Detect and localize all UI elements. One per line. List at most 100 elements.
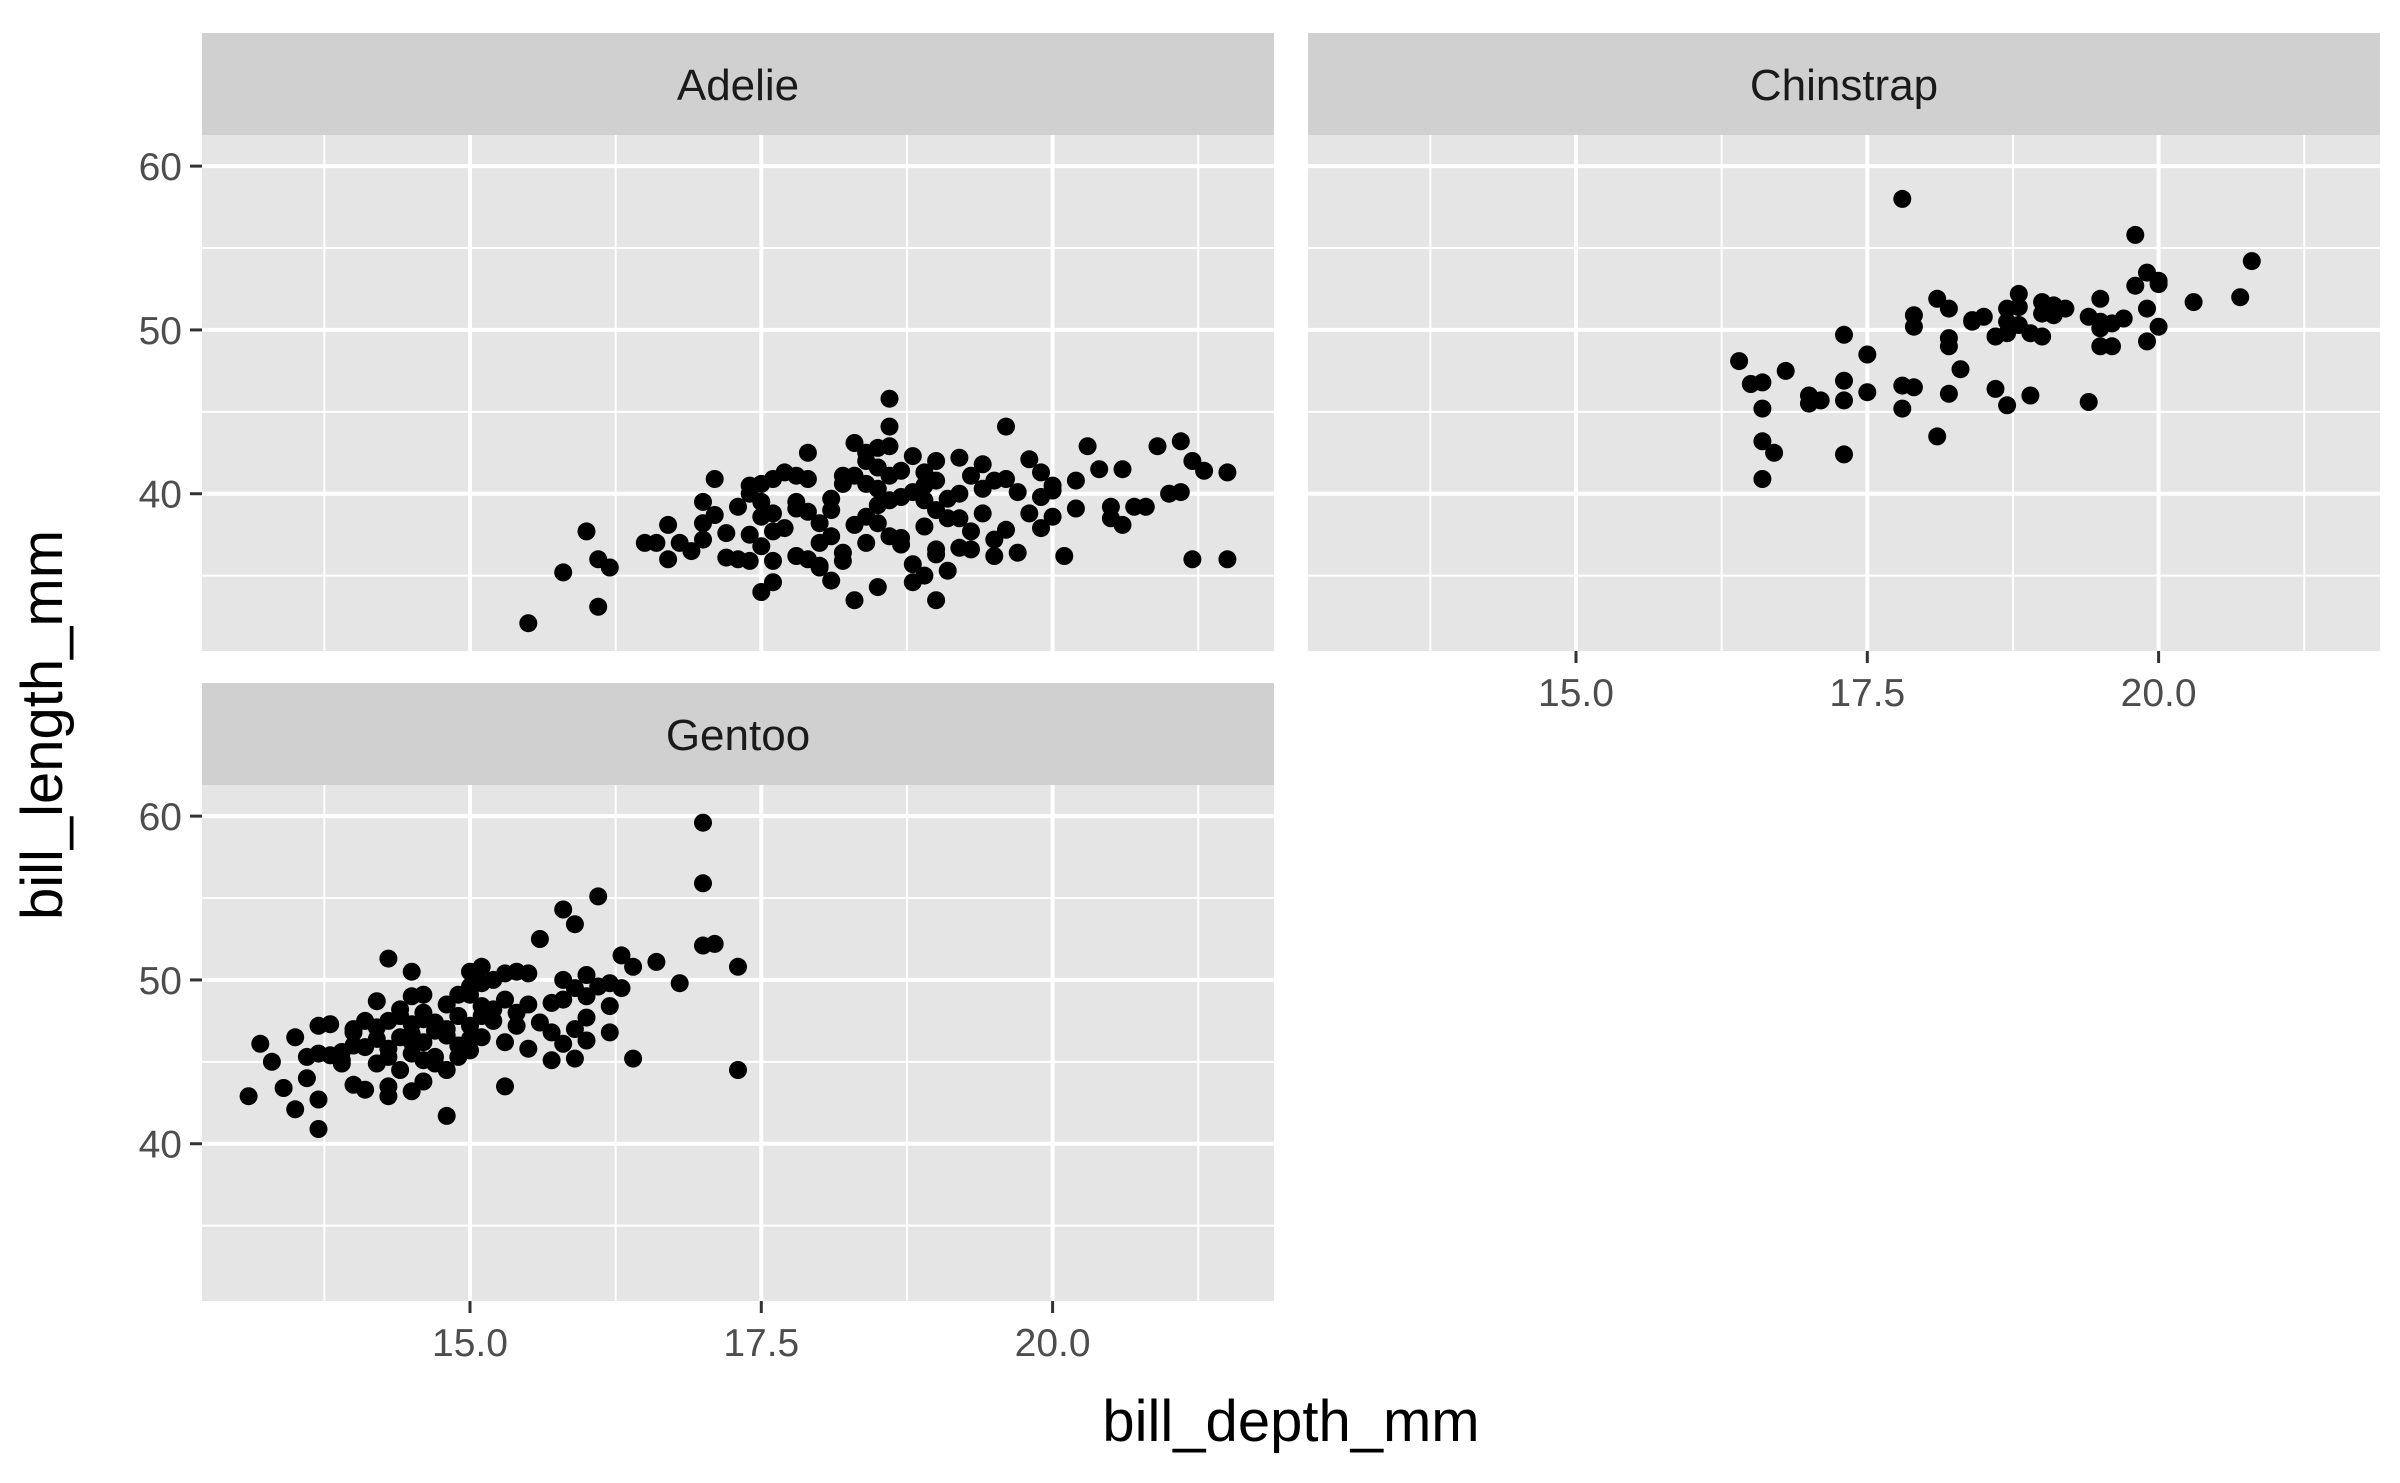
data-point-gentoo (309, 1120, 328, 1138)
data-point-gentoo (729, 1061, 747, 1079)
data-point-chinstrap (1800, 386, 1818, 405)
data-point-chinstrap (1753, 399, 1772, 418)
data-point-adelie (833, 551, 852, 570)
data-point-chinstrap (2021, 386, 2040, 405)
data-point-chinstrap (1765, 443, 1784, 462)
data-point-adelie (1148, 437, 1167, 456)
data-point-gentoo (624, 1049, 643, 1068)
data-point-chinstrap (1986, 379, 2005, 398)
data-point-adelie (810, 556, 829, 575)
data-point-gentoo (391, 1007, 410, 1025)
data-point-adelie (833, 474, 852, 493)
data-point-gentoo (647, 952, 666, 971)
y-tick-label: 50 (139, 310, 182, 353)
data-point-gentoo (274, 1079, 293, 1097)
data-point-chinstrap (1753, 470, 1772, 488)
data-point-chinstrap (2114, 309, 2133, 328)
y-axis-title: bill_length_mm (10, 530, 75, 920)
data-point-adelie (1008, 483, 1027, 502)
data-point-gentoo (530, 930, 549, 948)
data-point-gentoo (309, 1090, 328, 1109)
data-point-chinstrap (2009, 298, 2028, 316)
data-point-gentoo (402, 962, 421, 981)
data-point-chinstrap (2242, 252, 2261, 271)
data-point-gentoo (402, 1025, 421, 1043)
data-point-adelie (927, 591, 946, 610)
panel-gentoo: Gentoo (202, 683, 1274, 1301)
data-point-chinstrap (1939, 384, 1958, 403)
data-point-gentoo (449, 1036, 468, 1055)
panel-adelie: Adelie (202, 33, 1274, 651)
data-point-adelie (915, 491, 934, 510)
data-point-chinstrap (2056, 299, 2075, 318)
data-point-adelie (764, 504, 782, 523)
data-point-gentoo (600, 997, 619, 1016)
data-point-adelie (729, 497, 747, 516)
data-point-gentoo (321, 1015, 340, 1034)
data-point-adelie (717, 524, 736, 543)
data-point-adelie (903, 555, 922, 574)
data-point-adelie (589, 597, 608, 616)
data-point-chinstrap (2126, 276, 2145, 295)
x-tick-label: 17.5 (1829, 672, 1905, 715)
data-point-adelie (1171, 483, 1190, 502)
data-point-gentoo (519, 964, 538, 983)
data-point-adelie (705, 470, 724, 488)
data-point-adelie (1043, 507, 1062, 526)
data-point-gentoo (239, 1087, 258, 1106)
data-point-gentoo (554, 990, 573, 1009)
x-tick-label: 17.5 (723, 1322, 799, 1365)
y-tick-label: 60 (139, 796, 182, 839)
data-point-adelie (659, 515, 678, 534)
x-tick-label: 15.0 (1538, 672, 1614, 715)
data-point-chinstrap (2231, 288, 2250, 307)
data-point-chinstrap (2126, 225, 2145, 244)
data-point-chinstrap (1939, 299, 1958, 318)
data-point-adelie (635, 533, 654, 552)
data-point-gentoo (577, 966, 596, 984)
data-point-adelie (868, 458, 887, 477)
data-point-adelie (973, 455, 992, 474)
data-point-adelie (1078, 437, 1097, 456)
data-point-adelie (1195, 461, 1214, 480)
x-tick-label: 15.0 (432, 1322, 508, 1365)
strip-adelie (202, 33, 1274, 135)
data-point-gentoo (542, 1023, 561, 1042)
data-point-gentoo (356, 1080, 375, 1099)
data-point-adelie (927, 545, 946, 564)
data-point-chinstrap (1858, 383, 1877, 402)
data-point-gentoo (262, 1052, 281, 1071)
data-point-gentoo (729, 957, 747, 976)
data-point-gentoo (577, 1031, 596, 1050)
data-point-gentoo (426, 1054, 444, 1073)
data-point-adelie (764, 551, 782, 570)
data-point-gentoo (565, 1049, 584, 1068)
data-point-gentoo (297, 1069, 316, 1088)
data-point-gentoo (414, 1072, 433, 1091)
data-point-chinstrap (1951, 360, 1970, 379)
data-point-gentoo (251, 1034, 270, 1053)
data-point-chinstrap (2079, 393, 2098, 411)
data-point-adelie (752, 537, 771, 556)
data-point-gentoo (554, 900, 573, 919)
data-point-gentoo (542, 1051, 561, 1070)
data-point-adelie (880, 417, 899, 436)
data-point-gentoo (391, 1061, 410, 1079)
data-point-gentoo (367, 1018, 386, 1037)
data-point-adelie (787, 492, 806, 511)
data-point-adelie (822, 489, 841, 508)
data-point-gentoo (414, 1003, 433, 1022)
data-point-gentoo (286, 1100, 305, 1119)
data-point-adelie (903, 447, 922, 466)
data-point-adelie (1113, 515, 1132, 534)
data-point-adelie (915, 517, 934, 536)
data-point-adelie (798, 443, 817, 462)
data-point-chinstrap (1904, 378, 1923, 397)
data-point-chinstrap (2103, 337, 2121, 356)
data-point-chinstrap (1835, 371, 1853, 390)
points-adelie (519, 389, 1237, 633)
data-point-gentoo (554, 1034, 573, 1053)
data-point-adelie (868, 578, 887, 597)
data-point-gentoo (472, 1007, 491, 1025)
axes-layer: 40 50 60 15.0 17.5 20.0 40 50 60 15.0 17.5 20.0 (139, 146, 2197, 1365)
